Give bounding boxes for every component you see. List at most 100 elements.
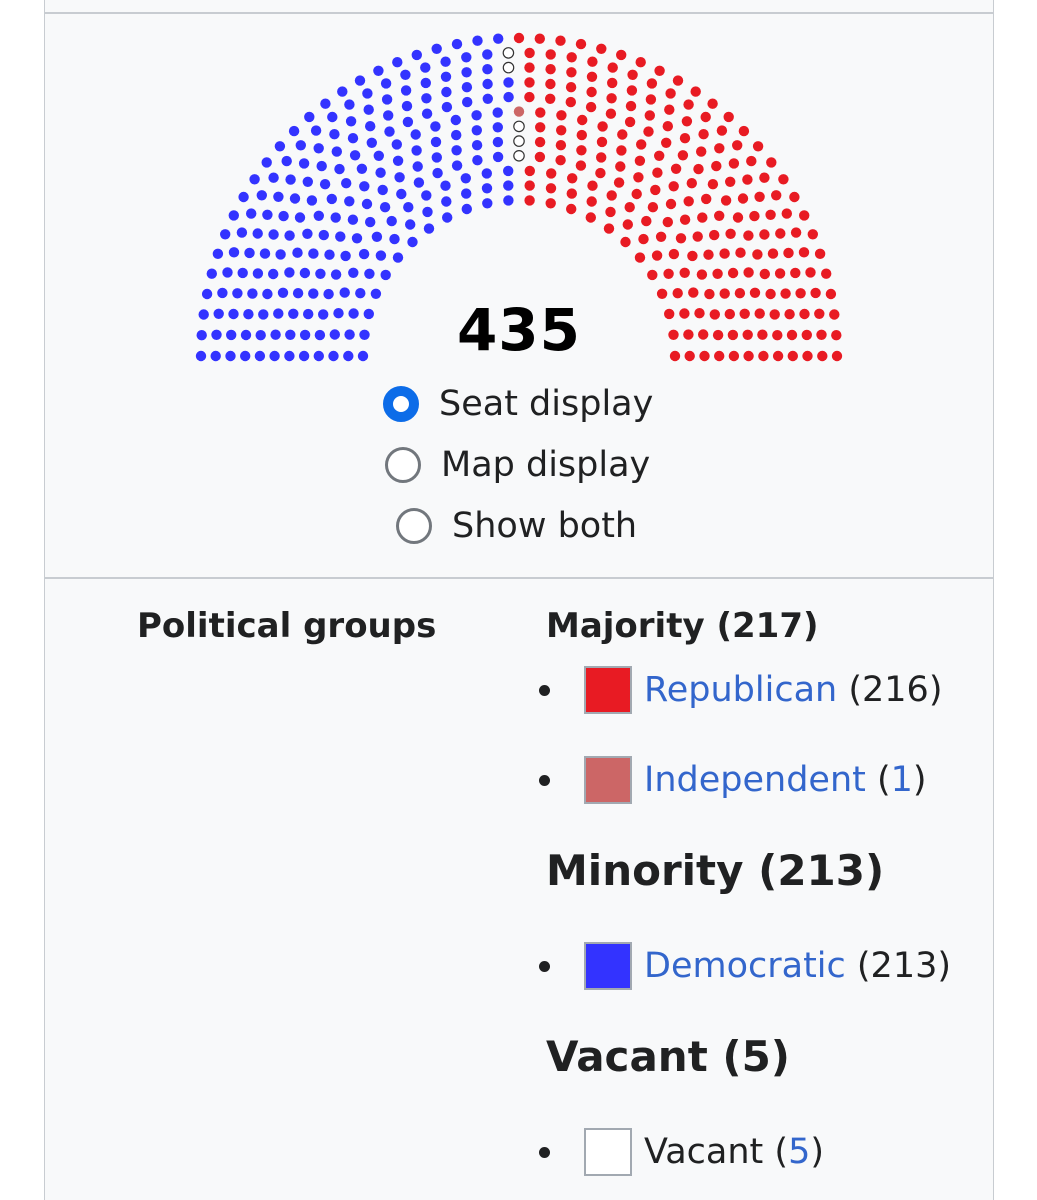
- radio-show-both[interactable]: Show both: [396, 503, 637, 549]
- democratic-seat: [304, 111, 315, 123]
- total-seats: 435: [456, 296, 582, 364]
- democratic-seat: [314, 329, 326, 341]
- republican-seat: [606, 93, 617, 104]
- republican-seat: [586, 86, 597, 98]
- political-groups-title: Political groups: [137, 606, 437, 646]
- bullet-icon: [539, 960, 550, 972]
- republican-seat: [767, 248, 779, 259]
- democratic-seat: [482, 198, 493, 209]
- democratic-seat: [386, 215, 397, 227]
- republican-seat: [616, 49, 627, 61]
- democratic-seat: [196, 330, 207, 341]
- radio-map-display[interactable]: Map display: [385, 442, 650, 488]
- republican-seat: [714, 210, 725, 221]
- democratic-seat: [306, 195, 318, 206]
- republican-seat: [595, 167, 606, 179]
- democratic-seat: [384, 126, 395, 137]
- democratic-seat: [413, 177, 425, 188]
- independent-count-link[interactable]: 1: [890, 760, 913, 800]
- republican-seat: [723, 111, 734, 123]
- radio-seat-display[interactable]: Seat display: [383, 381, 653, 427]
- republican-seat: [759, 229, 770, 240]
- republican-seat: [790, 267, 801, 279]
- republican-seat: [679, 133, 691, 144]
- democratic-seat: [482, 49, 493, 60]
- republican-seat: [759, 268, 770, 280]
- republican-seat: [596, 43, 607, 54]
- republican-link[interactable]: Republican: [644, 670, 838, 710]
- democratic-seat: [356, 163, 368, 174]
- republican-seat: [643, 126, 654, 137]
- republican-seat: [607, 77, 618, 89]
- republican-seat: [719, 248, 730, 259]
- republican-seat: [720, 195, 732, 206]
- democratic-seat: [340, 250, 351, 262]
- republican-seat: [624, 116, 636, 128]
- democratic-count: (213): [856, 946, 952, 986]
- democratic-seat: [326, 193, 337, 205]
- section-divider: [45, 577, 993, 579]
- republican-seat: [821, 268, 832, 279]
- democratic-seat: [471, 140, 483, 151]
- democratic-seat: [377, 184, 388, 196]
- democratic-seat: [313, 210, 324, 221]
- democratic-seat: [421, 190, 432, 201]
- democratic-seat: [492, 151, 504, 163]
- democratic-seat: [366, 137, 377, 148]
- independent-count-close: ): [912, 760, 927, 800]
- republican-seat: [737, 193, 749, 204]
- republican-seat: [513, 32, 525, 44]
- republican-seat: [700, 111, 711, 123]
- republican-seat: [645, 94, 657, 105]
- republican-seat: [545, 93, 556, 105]
- democratic-seat: [256, 190, 267, 201]
- democratic-seat: [351, 233, 363, 244]
- democratic-seat: [472, 155, 483, 166]
- republican-seat: [631, 188, 642, 200]
- democratic-seat: [344, 196, 355, 207]
- democratic-seat: [421, 93, 432, 104]
- republican-seat: [663, 268, 674, 279]
- republican-seat: [534, 151, 546, 163]
- democratic-seat: [337, 86, 348, 97]
- independent-link[interactable]: Independent: [644, 760, 866, 800]
- republican-seat: [654, 65, 665, 77]
- democratic-seat: [411, 145, 422, 156]
- republican-seat: [662, 216, 673, 228]
- democratic-seat: [354, 75, 366, 86]
- republican-seat: [831, 330, 842, 341]
- democratic-seat: [254, 350, 266, 362]
- democratic-seat: [225, 350, 236, 362]
- republican-seat: [683, 99, 694, 110]
- democratic-seat: [344, 99, 355, 110]
- republican-seat: [566, 52, 577, 63]
- democratic-link[interactable]: Democratic: [644, 946, 846, 986]
- democratic-seat: [371, 231, 383, 242]
- republican-seat: [575, 38, 587, 50]
- democratic-seat: [396, 188, 407, 200]
- democratic-seat: [380, 78, 392, 89]
- democratic-seat: [440, 56, 451, 67]
- republican-seat: [699, 350, 710, 362]
- democratic-seat: [201, 288, 213, 300]
- republican-seat: [605, 206, 616, 218]
- legend-item-democratic: Democratic (213): [539, 938, 951, 994]
- republican-seat: [690, 86, 701, 97]
- republican-seat: [654, 150, 665, 161]
- radio-seat-display-icon[interactable]: [383, 386, 419, 422]
- republican-seat: [709, 229, 720, 241]
- republican-seat: [739, 308, 750, 319]
- republican-seat: [555, 155, 566, 166]
- republican-seat: [814, 308, 825, 319]
- radio-show-both-icon[interactable]: [396, 508, 432, 544]
- democratic-seat: [391, 139, 402, 150]
- radio-map-display-icon[interactable]: [385, 447, 421, 483]
- democratic-seat: [441, 101, 453, 113]
- vacant-count-link[interactable]: 5: [788, 1132, 811, 1172]
- republican-seat: [774, 268, 786, 279]
- republican-seat: [607, 62, 618, 73]
- republican-seat: [698, 129, 709, 140]
- democratic-seat: [492, 136, 504, 148]
- republican-seat: [734, 288, 746, 299]
- republican-seat: [799, 308, 810, 320]
